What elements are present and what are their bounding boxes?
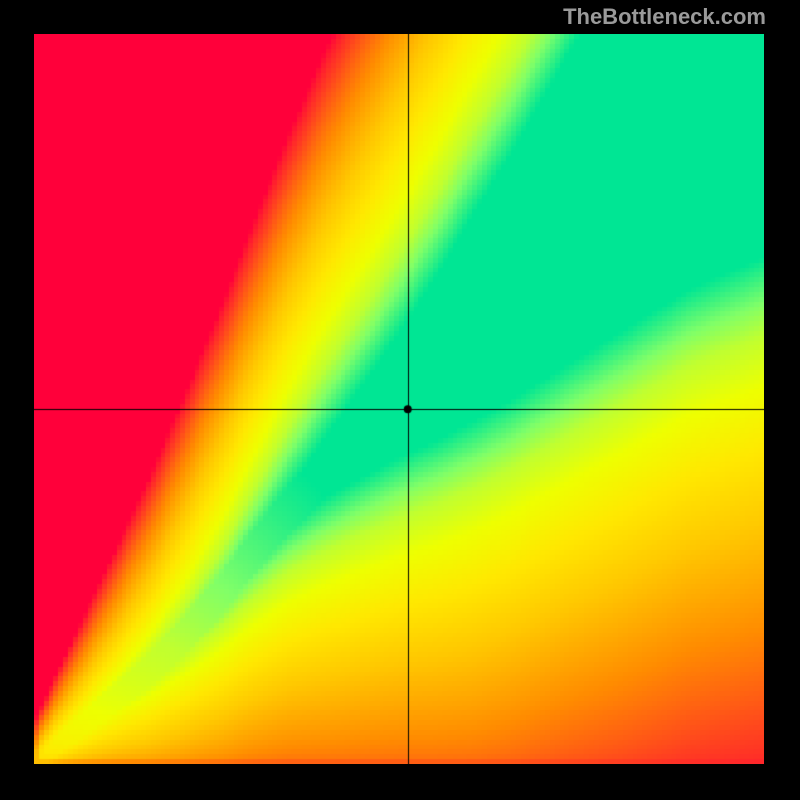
watermark-text: TheBottleneck.com: [563, 4, 766, 30]
bottleneck-heatmap: [34, 34, 764, 764]
